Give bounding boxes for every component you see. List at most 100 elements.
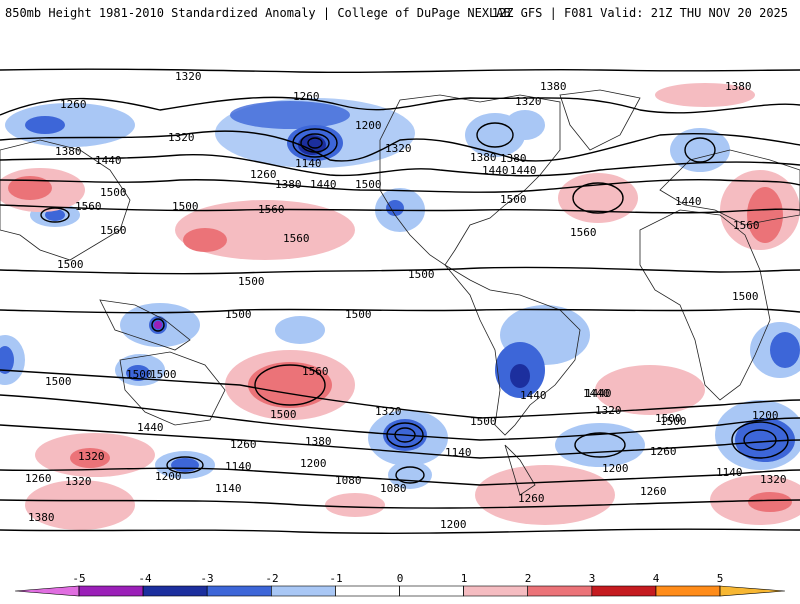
colorbar-tick-label: -5 xyxy=(72,572,85,585)
contour-label: 1320 xyxy=(375,405,402,418)
contour-label: 1500 xyxy=(150,368,177,381)
contour-label: 1380 xyxy=(28,511,55,524)
contour-label: 1440 xyxy=(310,178,337,191)
contour-label: 1380 xyxy=(725,80,752,93)
contour-label: 1320 xyxy=(78,450,105,463)
colorbar-segment xyxy=(591,585,657,597)
contour-label: 1380 xyxy=(275,178,302,191)
contour-label: 1440 xyxy=(583,387,610,400)
colorbar-tick-labels: -5 -4 -3 -2 -1 0 1 2 3 4 5 xyxy=(72,572,723,585)
contour-label: 1320 xyxy=(65,475,92,488)
contour-label: 1200 xyxy=(155,470,182,483)
colorbar-segment xyxy=(719,585,786,597)
contour-label: 1320 xyxy=(595,404,622,417)
contour-label: 1440 xyxy=(137,421,164,434)
contour-label: 1560 xyxy=(75,200,102,213)
contour-label: 1140 xyxy=(215,482,242,495)
colorbar-segment xyxy=(527,585,593,597)
colorbar-tick-label: -4 xyxy=(138,572,152,585)
colorbar-segment xyxy=(14,585,80,597)
contour-label: 1200 xyxy=(355,119,382,132)
colorbar-segment xyxy=(655,585,721,597)
height-contours xyxy=(0,68,800,534)
contour-label: 1260 xyxy=(25,472,52,485)
contour-label: 1500 xyxy=(238,275,265,288)
contour-label: 1440 xyxy=(510,164,537,177)
contour-label: 1080 xyxy=(335,474,362,487)
contour-label: 1260 xyxy=(230,438,257,451)
contour-label: 1200 xyxy=(602,462,629,475)
contour-label: 1560 xyxy=(733,219,760,232)
colorbar-tick-label: 3 xyxy=(589,572,596,585)
contour-label: 1380 xyxy=(55,145,82,158)
contour-label: 1200 xyxy=(752,409,779,422)
contour-label: 1500 xyxy=(45,375,72,388)
contour-label: 1260 xyxy=(60,98,87,111)
model-run-info: 12Z GFS | F081 Valid: 21Z THU NOV 20 202… xyxy=(491,6,788,20)
colorbar-tick-label: 5 xyxy=(717,572,724,585)
contour-labels: 1320 1260 1380 1440 1500 1560 1260 1200 … xyxy=(25,70,787,531)
contour-label: 1320 xyxy=(168,131,195,144)
contour-label: 1200 xyxy=(440,518,467,531)
contour-label: 1500 xyxy=(732,290,759,303)
positive-anomalies xyxy=(0,83,800,530)
contour-label: 1260 xyxy=(293,90,320,103)
contour-label: 1440 xyxy=(520,389,547,402)
contour-label: 1140 xyxy=(445,446,472,459)
contour-label: 1260 xyxy=(640,485,667,498)
colorbar-segment xyxy=(78,585,144,597)
coastlines xyxy=(0,89,800,496)
colorbar-tick-label: 0 xyxy=(397,572,404,585)
colorbar-segment xyxy=(270,585,336,597)
header: 850mb Height 1981-2010 Standardized Anom… xyxy=(0,0,800,40)
contour-label: 1500 xyxy=(270,408,297,421)
contour-label: 1260 xyxy=(518,492,545,505)
contour-label: 1380 xyxy=(500,152,527,165)
contour-label: 1080 xyxy=(380,482,407,495)
contour-label: 1560 xyxy=(100,224,127,237)
colorbar-segments xyxy=(14,585,786,597)
negative-anomalies xyxy=(0,98,800,489)
contour-label: 1140 xyxy=(716,466,743,479)
contour-label: 1440 xyxy=(585,387,612,400)
contour-label: 1500 xyxy=(655,412,682,425)
anomaly-map: 1320 1260 1380 1440 1500 1560 1260 1200 … xyxy=(0,40,800,570)
contour-label: 1500 xyxy=(470,415,497,428)
colorbar-segment xyxy=(463,585,529,597)
contour-label: 1500 xyxy=(126,368,153,381)
colorbar-segment xyxy=(399,585,464,597)
colorbar-tick-label: 2 xyxy=(525,572,532,585)
colorbar-segment xyxy=(206,585,272,597)
anomaly-colorbar: -5 -4 -3 -2 -1 0 1 2 3 4 5 xyxy=(0,570,800,600)
colorbar-tick-label: -3 xyxy=(200,572,213,585)
contour-label: 1440 xyxy=(95,154,122,167)
contour-label: 1500 xyxy=(57,258,84,271)
contour-label: 1260 xyxy=(250,168,277,181)
colorbar-tick-label: 4 xyxy=(653,572,660,585)
contour-label: 1500 xyxy=(345,308,372,321)
colorbar-tick-label: -1 xyxy=(329,572,342,585)
contour-label: 1320 xyxy=(175,70,202,83)
contour-label: 1560 xyxy=(302,365,329,378)
contour-label: 1380 xyxy=(305,435,332,448)
contour-label: 1500 xyxy=(500,193,527,206)
contour-label: 1500 xyxy=(225,308,252,321)
colorbar-segment xyxy=(335,585,400,597)
contour-label: 1500 xyxy=(355,178,382,191)
colorbar-segment xyxy=(142,585,208,597)
map-title: 850mb Height 1981-2010 Standardized Anom… xyxy=(5,6,511,20)
contour-label: 1500 xyxy=(172,200,199,213)
colorbar-tick-label: 1 xyxy=(461,572,468,585)
contour-label: 1560 xyxy=(283,232,310,245)
contour-label: 1560 xyxy=(570,226,597,239)
contour-label: 1500 xyxy=(408,268,435,281)
contour-label: 1560 xyxy=(258,203,285,216)
contour-label: 1320 xyxy=(515,95,542,108)
contour-label: 1260 xyxy=(650,445,677,458)
contour-label: 1440 xyxy=(675,195,702,208)
colorbar-tick-label: -2 xyxy=(265,572,278,585)
contour-label: 1320 xyxy=(385,142,412,155)
contour-label: 1440 xyxy=(482,164,509,177)
contour-label: 1500 xyxy=(100,186,127,199)
contour-label: 1140 xyxy=(225,460,252,473)
